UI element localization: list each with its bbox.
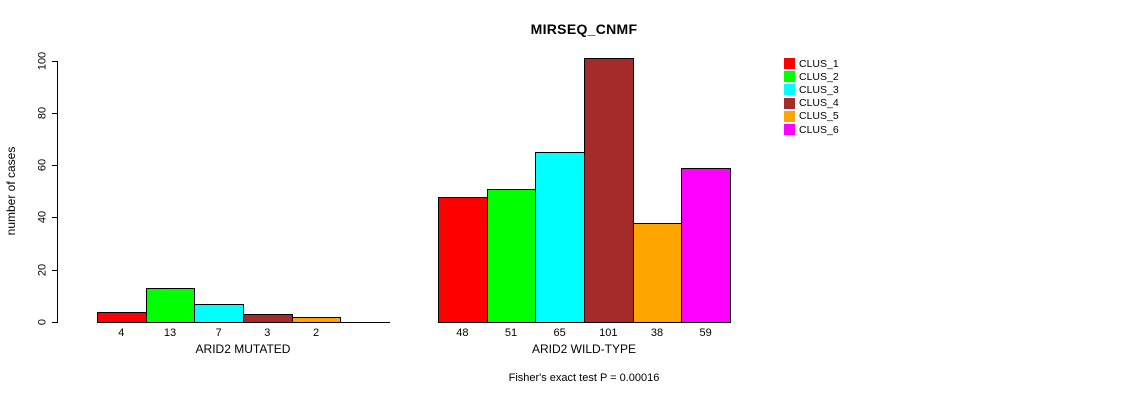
legend-swatch-clus_1	[784, 58, 795, 70]
legend-item-clus_1: CLUS_1	[784, 57, 839, 70]
y-axis-tick	[52, 112, 57, 114]
y-tick-label: 0	[36, 318, 49, 326]
legend-swatch-clus_3	[784, 84, 795, 96]
fisher-test-annotation: Fisher's exact test P = 0.00016	[508, 372, 660, 384]
bar-clus_3	[535, 152, 585, 323]
bar-value-label: 51	[504, 327, 518, 339]
bar-value-label: 3	[264, 327, 271, 339]
chart-title: MIRSEQ_CNMF	[530, 21, 638, 37]
bar-value-label: 101	[599, 327, 618, 339]
y-axis-tick	[52, 217, 57, 219]
y-tick-label: 100	[36, 51, 49, 70]
bar-clus_1	[97, 311, 147, 323]
legend-item-clus_2: CLUS_2	[784, 70, 839, 83]
x-axis-label-arid2-mutated: ARID2 MUTATED	[195, 342, 291, 356]
bar-value-label: 48	[456, 327, 469, 339]
bar-clus_6	[681, 167, 731, 323]
bar-value-label: 38	[650, 327, 664, 339]
y-axis-line	[57, 60, 58, 323]
legend-item-clus_5: CLUS_5	[784, 110, 839, 123]
bar-clus_3	[194, 303, 244, 323]
y-axis-tick	[52, 322, 57, 323]
legend-label: CLUS_1	[799, 57, 839, 70]
legend-label: CLUS_3	[799, 83, 839, 96]
bar-value-label: 7	[215, 327, 222, 339]
legend: CLUS_1 CLUS_2 CLUS_3 CLUS_4 CLUS_5 CLUS_6	[784, 57, 839, 136]
legend-swatch-clus_5	[784, 110, 795, 122]
legend-swatch-clus_4	[784, 97, 795, 109]
x-axis-label-arid2-wild-type: ARID2 WILD-TYPE	[531, 342, 636, 356]
y-axis-tick	[52, 60, 57, 62]
legend-swatch-clus_2	[784, 71, 795, 83]
bar-value-label: 65	[553, 327, 566, 339]
y-tick-label: 40	[36, 211, 49, 224]
y-tick-label: 60	[36, 159, 49, 172]
legend-label: CLUS_2	[799, 70, 839, 83]
bar-clus_4	[243, 314, 293, 323]
bar-clus_1	[438, 196, 488, 323]
legend-swatch-clus_6	[784, 124, 795, 136]
legend-item-clus_3: CLUS_3	[784, 83, 839, 96]
legend-label: CLUS_5	[799, 110, 839, 123]
bar-value-label: 2	[312, 327, 320, 339]
bar-value-label: 4	[118, 327, 125, 339]
bar-clus_2	[486, 188, 537, 323]
legend-item-clus_6: CLUS_6	[784, 123, 839, 136]
bar-value-label: 13	[163, 327, 177, 339]
y-axis-tick	[52, 269, 57, 271]
y-tick-label: 80	[36, 106, 49, 119]
bar-clus_4	[584, 57, 634, 323]
legend-label: CLUS_4	[799, 97, 839, 110]
y-axis-tick	[52, 165, 57, 167]
y-tick-label: 20	[36, 263, 49, 276]
y-axis-label: number of cases	[4, 146, 18, 236]
bar-clus_2	[145, 288, 196, 323]
legend-label: CLUS_6	[799, 123, 839, 136]
bar-clus_5	[291, 316, 342, 323]
bar-value-label: 59	[699, 327, 712, 339]
bar-clus_5	[632, 222, 683, 323]
legend-item-clus_4: CLUS_4	[784, 97, 839, 110]
